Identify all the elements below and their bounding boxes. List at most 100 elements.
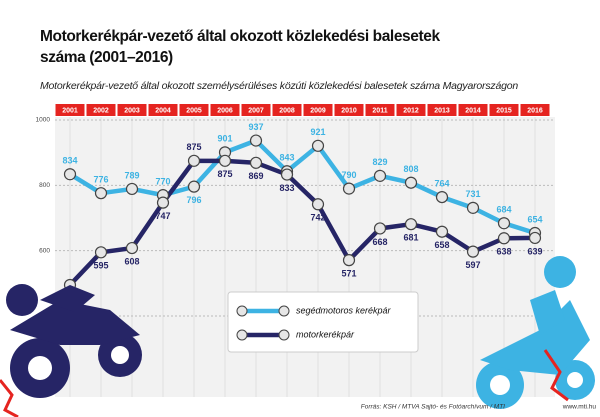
data-label: 764 <box>434 178 449 188</box>
y-tick-label: 800 <box>39 182 50 189</box>
source: Forrás: KSH / MTVA Sajtó- és Fotóarchívu… <box>361 404 505 411</box>
year-box <box>210 104 240 116</box>
x-tick-label: 2009 <box>310 107 326 114</box>
data-label: 742 <box>310 213 325 223</box>
point <box>311 139 325 152</box>
year-box <box>179 104 209 116</box>
legend-label: motorkerékpár <box>296 329 355 339</box>
point <box>125 241 139 255</box>
point <box>466 201 480 214</box>
x-tick-label: 2004 <box>155 107 171 114</box>
legend-marker <box>278 329 290 341</box>
series-line <box>68 138 536 236</box>
point <box>94 246 108 259</box>
data-label: 843 <box>279 153 294 163</box>
point <box>404 176 418 189</box>
data-label: 789 <box>124 170 139 180</box>
year-box <box>148 104 178 116</box>
data-label: 834 <box>62 156 77 166</box>
x-tick-label: 2013 <box>434 107 450 114</box>
year-box <box>55 104 85 116</box>
point <box>249 134 263 147</box>
point <box>249 156 263 169</box>
point <box>311 198 325 211</box>
x-tick-label: 2001 <box>62 107 78 114</box>
point <box>528 231 542 245</box>
year-box <box>489 104 519 116</box>
website: www.mti.hu <box>562 404 597 411</box>
y-tick-label: 1000 <box>36 117 51 124</box>
legend-marker <box>236 305 248 317</box>
year-box <box>427 104 457 116</box>
data-label: 901 <box>217 134 232 144</box>
x-tick-label: 2015 <box>496 107 512 114</box>
year-box <box>241 104 271 116</box>
point <box>342 254 356 267</box>
data-label: 790 <box>341 170 356 180</box>
year-box <box>86 104 116 116</box>
point <box>342 182 356 195</box>
data-label: 571 <box>341 269 356 279</box>
data-label: 608 <box>124 256 139 266</box>
motorcycle-left <box>0 284 142 417</box>
data-label: 681 <box>403 233 418 243</box>
point <box>94 187 108 200</box>
data-label: 808 <box>403 164 418 174</box>
point <box>497 232 511 245</box>
point <box>156 196 170 209</box>
data-label: 658 <box>434 240 449 250</box>
data-label: 937 <box>248 122 263 132</box>
point <box>373 222 387 235</box>
data-label: 595 <box>93 261 108 271</box>
point <box>125 182 139 196</box>
data-label: 829 <box>372 157 387 167</box>
data-label: 875 <box>186 142 201 152</box>
data-label: 668 <box>372 237 387 247</box>
legend-marker <box>236 329 248 341</box>
point <box>63 168 77 181</box>
x-tick-label: 2012 <box>403 107 419 114</box>
data-label: 833 <box>279 183 294 193</box>
x-tick-label: 2008 <box>279 107 295 114</box>
year-box <box>303 104 333 116</box>
y-tick-label: 600 <box>39 247 50 254</box>
data-label: 776 <box>93 175 108 185</box>
point <box>373 169 387 182</box>
x-tick-label: 2016 <box>527 107 543 114</box>
chart-subtitle: Motorkerékpár-vezető által okozott szemé… <box>40 80 519 92</box>
plot: 4006008001000200120022003200420052006200… <box>36 103 555 397</box>
point <box>497 217 511 230</box>
x-tick-label: 2005 <box>186 107 202 114</box>
series-line <box>68 158 536 287</box>
data-label: 869 <box>248 171 263 181</box>
data-label: 684 <box>496 205 511 215</box>
legend-marker <box>278 305 290 317</box>
chart-title: Motorkerékpár-vezető által okozott közle… <box>40 28 440 66</box>
data-label: 639 <box>527 246 542 256</box>
point <box>435 190 449 204</box>
legend-label: segédmotoros kerékpár <box>296 305 392 315</box>
point <box>404 218 418 231</box>
data-label: 638 <box>496 247 511 257</box>
data-label: 875 <box>217 169 232 179</box>
year-box <box>117 104 147 116</box>
x-tick-label: 2002 <box>93 107 109 114</box>
year-box <box>272 104 302 116</box>
point <box>280 168 294 181</box>
data-label: 747 <box>155 211 170 221</box>
point <box>187 154 201 167</box>
data-label: 597 <box>465 260 480 270</box>
x-tick-label: 2007 <box>248 107 264 114</box>
x-tick-label: 2003 <box>124 107 140 114</box>
x-tick-label: 2010 <box>341 107 357 114</box>
point <box>435 225 449 238</box>
year-box <box>458 104 488 116</box>
x-tick-label: 2011 <box>372 107 387 114</box>
year-box <box>365 104 395 116</box>
point <box>187 180 201 193</box>
data-label: 731 <box>465 189 480 199</box>
point <box>218 154 232 167</box>
x-tick-label: 2006 <box>217 107 233 114</box>
